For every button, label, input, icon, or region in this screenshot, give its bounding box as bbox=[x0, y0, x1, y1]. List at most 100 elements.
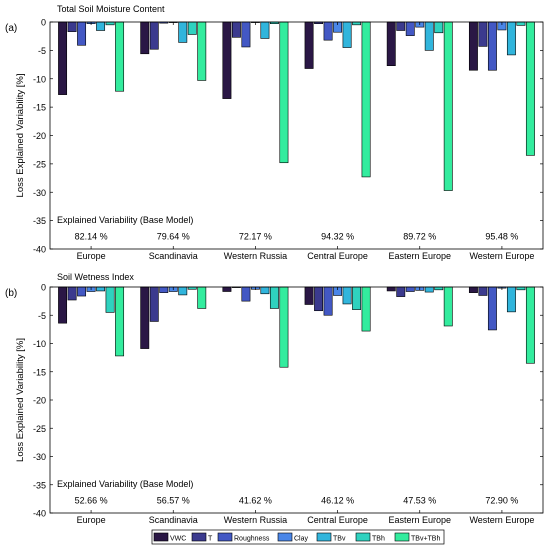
bar-tbv-1 bbox=[178, 21, 188, 43]
bar-tbh-0 bbox=[105, 286, 115, 313]
legend-label: Roughness bbox=[234, 536, 270, 543]
x-tick-label: Scandinavia bbox=[149, 515, 198, 525]
bar-roughness-4 bbox=[405, 286, 415, 292]
legend-swatch-tbv bbox=[316, 532, 332, 542]
legend-swatch-t bbox=[191, 532, 207, 542]
bar-vwc-4 bbox=[386, 286, 396, 292]
explained-variability-value: 72.90 % bbox=[485, 496, 518, 506]
explained-variability-value: 41.62 % bbox=[239, 496, 272, 506]
explained-variability-value: 72.17 % bbox=[239, 232, 272, 242]
bar-tbv-5 bbox=[506, 286, 516, 313]
bar-roughness-4 bbox=[405, 21, 415, 36]
bar-roughness-5 bbox=[487, 21, 497, 71]
bar-roughness-2 bbox=[241, 286, 251, 302]
x-tick-label: Western Russia bbox=[224, 251, 287, 261]
bar-tbh-5 bbox=[516, 21, 526, 26]
y-tick-label: -15 bbox=[33, 103, 46, 113]
bar-tbv-tbh-3 bbox=[361, 21, 371, 178]
explained-variability-value: 82.14 % bbox=[75, 232, 108, 242]
bar-t-2 bbox=[231, 21, 241, 38]
bar-tbv-tbh-4 bbox=[443, 21, 453, 191]
bar-tbv-tbh-5 bbox=[525, 21, 535, 156]
explained-variability-value: 89.72 % bbox=[403, 232, 436, 242]
explained-variability-label: Explained Variability (Base Model) bbox=[57, 479, 193, 489]
bar-t-4 bbox=[396, 21, 406, 31]
bar-t-5 bbox=[478, 286, 488, 296]
bar-tbv-tbh-3 bbox=[361, 286, 371, 332]
bar-tbh-4 bbox=[434, 21, 444, 34]
bar-roughness-0 bbox=[77, 21, 87, 46]
explained-variability-value: 95.48 % bbox=[485, 232, 518, 242]
bar-tbv-3 bbox=[342, 286, 352, 305]
y-tick-label: -40 bbox=[33, 509, 46, 519]
y-tick-label: -35 bbox=[33, 216, 46, 226]
chart-panel-b: Soil Wetness Index (b) Loss Explained Vari… bbox=[5, 272, 544, 525]
bar-t-0 bbox=[67, 286, 77, 301]
x-tick-label: Central Europe bbox=[307, 515, 368, 525]
x-tick-label: Eastern Europe bbox=[388, 251, 451, 261]
x-tick-label: Western Europe bbox=[469, 251, 534, 261]
legend-label: Clay bbox=[294, 536, 309, 543]
y-tick-label: -5 bbox=[38, 311, 46, 321]
bar-vwc-5 bbox=[468, 286, 478, 293]
legend-swatch-clay bbox=[277, 532, 293, 542]
y-tick-label: -30 bbox=[33, 452, 46, 462]
bar-vwc-2 bbox=[222, 286, 232, 292]
bar-roughness-2 bbox=[241, 21, 251, 48]
bar-tbv-tbh-2 bbox=[279, 286, 289, 368]
bar-t-1 bbox=[149, 21, 159, 50]
bar-tbh-5 bbox=[516, 286, 526, 291]
y-tick-label: -15 bbox=[33, 367, 46, 377]
bar-vwc-1 bbox=[140, 21, 150, 55]
y-tick-label: -25 bbox=[33, 424, 46, 434]
bar-tbv-tbh-1 bbox=[197, 21, 207, 81]
panel-label: (b) bbox=[5, 288, 17, 299]
chart-title: Soil Wetness Index bbox=[57, 272, 134, 282]
bar-tbv-4 bbox=[424, 21, 434, 51]
legend: VWC T Roughness Clay TBv TBh TBv+TBh bbox=[151, 529, 445, 545]
bar-vwc-5 bbox=[468, 21, 478, 71]
bar-tbh-3 bbox=[352, 286, 362, 310]
bar-tbh-0 bbox=[105, 21, 115, 26]
bar-t-4 bbox=[396, 286, 406, 297]
legend-label: TBh bbox=[372, 536, 385, 543]
bar-tbv-4 bbox=[424, 286, 434, 293]
bar-tbv-0 bbox=[96, 286, 106, 292]
bar-tbv-tbh-2 bbox=[279, 21, 289, 164]
bar-roughness-3 bbox=[323, 286, 333, 316]
x-tick-label: Western Russia bbox=[224, 515, 287, 525]
bar-t-1 bbox=[149, 286, 159, 322]
legend-swatch-roughness bbox=[217, 532, 233, 542]
bar-tbv-0 bbox=[96, 21, 106, 31]
bar-vwc-3 bbox=[304, 21, 314, 69]
explained-variability-value: 56.57 % bbox=[157, 496, 190, 506]
chart-title: Total Soil Moisture Content bbox=[57, 4, 165, 14]
bar-tbv-2 bbox=[260, 21, 270, 39]
legend-label: T bbox=[208, 536, 213, 543]
bar-tbv-tbh-5 bbox=[525, 286, 535, 364]
bar-tbh-2 bbox=[269, 286, 279, 309]
bar-tbv-5 bbox=[506, 21, 516, 56]
bar-tbv-tbh-4 bbox=[443, 286, 453, 327]
bar-tbv-2 bbox=[260, 286, 270, 295]
y-axis-label: Loss Explained Variability [%] bbox=[15, 74, 26, 198]
bar-tbh-4 bbox=[434, 286, 444, 291]
x-tick-label: Europe bbox=[77, 251, 106, 261]
legend-label: TBv+TBh bbox=[411, 536, 440, 543]
bar-roughness-0 bbox=[77, 286, 87, 297]
bar-t-0 bbox=[67, 21, 77, 32]
explained-variability-value: 52.66 % bbox=[75, 496, 108, 506]
y-tick-label: -35 bbox=[33, 480, 46, 490]
y-tick-label: -10 bbox=[33, 74, 46, 84]
y-tick-label: -30 bbox=[33, 188, 46, 198]
bar-tbv-tbh-1 bbox=[197, 286, 207, 309]
bar-t-5 bbox=[478, 21, 488, 47]
bar-t-3 bbox=[314, 286, 324, 312]
x-tick-label: Western Europe bbox=[469, 515, 534, 525]
bar-vwc-2 bbox=[222, 21, 232, 99]
bar-vwc-4 bbox=[386, 21, 396, 67]
explained-variability-value: 46.12 % bbox=[321, 496, 354, 506]
y-tick-label: 0 bbox=[41, 283, 46, 293]
bar-vwc-0 bbox=[58, 21, 68, 95]
